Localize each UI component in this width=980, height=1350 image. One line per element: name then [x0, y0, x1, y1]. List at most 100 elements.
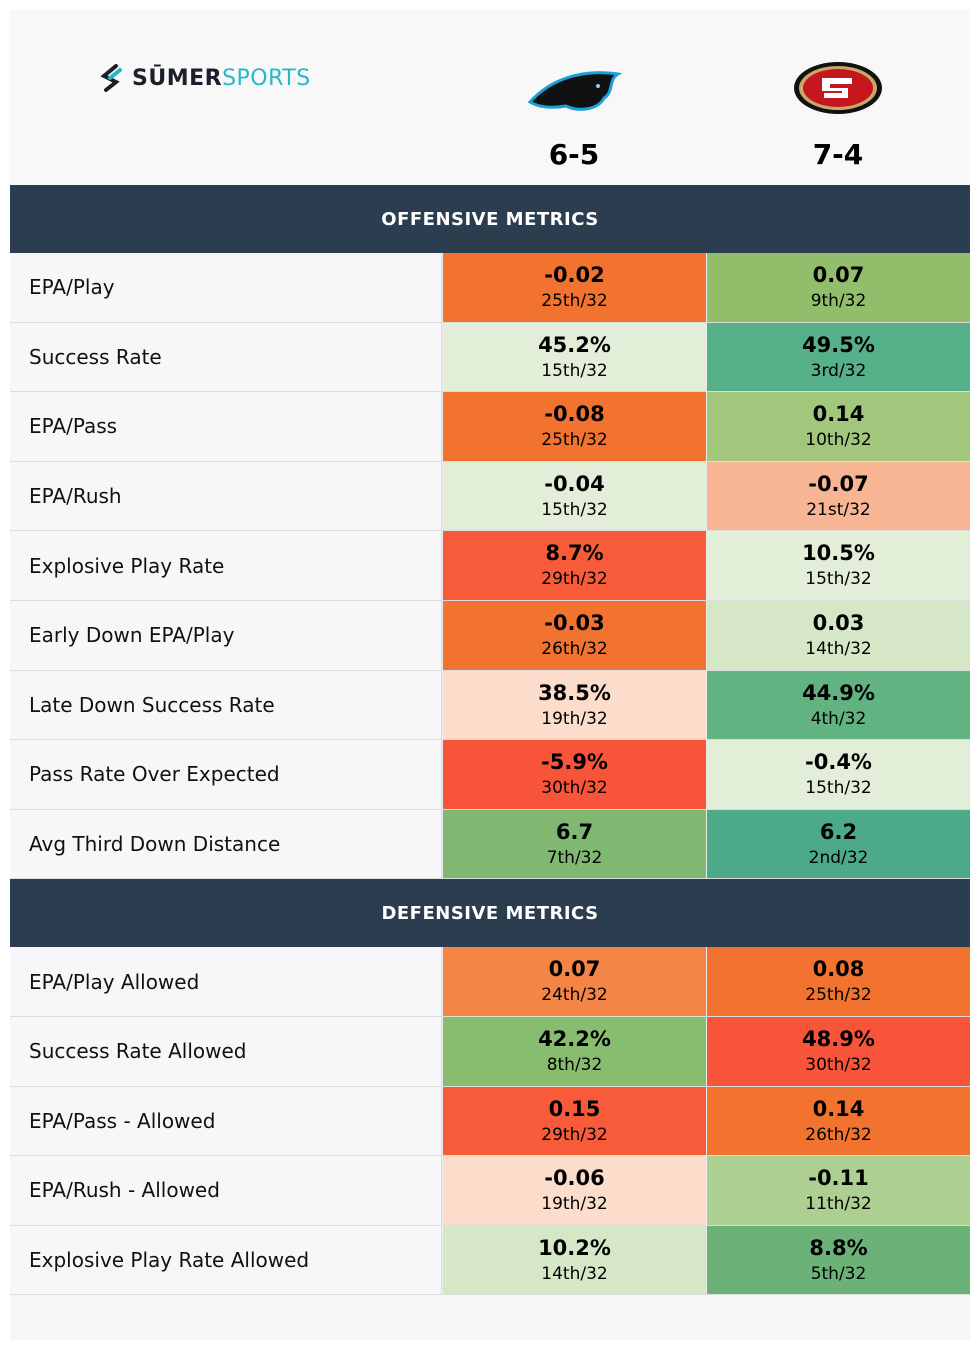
brand: SŪMERSPORTS — [132, 66, 311, 91]
metric-cell: 48.9% 30th/32 — [706, 1017, 970, 1087]
metric-rank: 5th/32 — [810, 1263, 867, 1284]
metric-rank: 24th/32 — [541, 985, 608, 1006]
metric-value: 8.8% — [809, 1235, 868, 1260]
metric-cell: -0.4% 15th/32 — [706, 740, 970, 810]
metric-rank: 15th/32 — [541, 499, 608, 520]
metric-value: 6.7 — [555, 819, 594, 844]
metric-value: 0.07 — [812, 263, 865, 287]
team-record: 7-4 — [812, 138, 864, 171]
metric-value: 44.9% — [802, 680, 875, 705]
metric-rank: 26th/32 — [805, 1124, 872, 1145]
team-logo — [794, 62, 882, 114]
metric-value: 10.2% — [538, 1235, 611, 1260]
metric-rank: 21st/32 — [806, 499, 871, 520]
metric-cell: -0.02 25th/32 — [442, 253, 706, 323]
metric-cell: 8.8% 5th/32 — [706, 1225, 970, 1296]
metric-rank: 3rd/32 — [810, 360, 867, 381]
section-header: DEFENSIVE METRICS — [10, 879, 970, 948]
metric-rank: 14th/32 — [805, 639, 872, 659]
metric-cell: -0.11 11th/32 — [706, 1156, 970, 1226]
metric-value: 10.5% — [802, 541, 875, 566]
metric-value: -0.08 — [544, 402, 605, 427]
metric-cell: 45.2% 15th/32 — [442, 322, 706, 393]
metric-cell: 0.15 29th/32 — [442, 1086, 706, 1157]
metric-cell: -0.08 25th/32 — [442, 392, 706, 462]
metric-cell: 6.7 7th/32 — [442, 809, 706, 880]
metric-rank: 4th/32 — [810, 708, 867, 729]
metric-cell: 49.5% 3rd/32 — [706, 322, 970, 393]
metric-value: 48.9% — [802, 1027, 875, 1051]
metric-cell: -0.03 26th/32 — [442, 601, 706, 671]
metric-label: EPA/Rush - Allowed — [10, 1156, 442, 1226]
metric-rank: 2nd/32 — [808, 847, 869, 868]
metric-value: 0.14 — [812, 1096, 865, 1121]
metric-cell: 0.07 24th/32 — [442, 947, 706, 1017]
metric-rank: 25th/32 — [541, 291, 608, 311]
metric-label: EPA/Rush — [10, 461, 442, 532]
metric-rank: 8th/32 — [546, 1055, 603, 1075]
metric-cell: -0.07 21st/32 — [706, 461, 970, 532]
section-header: OFFENSIVE METRICS — [10, 185, 970, 253]
metric-value: -0.11 — [808, 1166, 869, 1191]
metric-rank: 29th/32 — [541, 569, 608, 590]
metric-label: EPA/Pass — [10, 392, 442, 462]
metric-cell: -5.9% 30th/32 — [442, 740, 706, 810]
metric-label: Late Down Success Rate — [10, 670, 442, 741]
metric-value: -0.07 — [808, 471, 869, 496]
metric-value: -0.4% — [805, 750, 872, 775]
metric-cell: 0.07 9th/32 — [706, 253, 970, 323]
metric-value: -5.9% — [541, 750, 608, 775]
metric-value: 49.5% — [802, 332, 875, 357]
team-logo — [528, 71, 622, 111]
metric-value: 0.03 — [812, 611, 865, 635]
metric-value: 38.5% — [538, 680, 611, 705]
metric-cell: 0.03 14th/32 — [706, 601, 970, 671]
metric-cell: 0.08 25th/32 — [706, 947, 970, 1017]
metric-label: Avg Third Down Distance — [10, 809, 442, 880]
metric-rank: 25th/32 — [805, 985, 872, 1006]
metric-cell: -0.04 15th/32 — [442, 461, 706, 532]
metric-cell: 0.14 26th/32 — [706, 1086, 970, 1157]
header: SŪMERSPORTS 6-5 7-4 — [10, 10, 970, 185]
metric-rank: 15th/32 — [805, 778, 872, 799]
metric-label: Success Rate Allowed — [10, 1017, 442, 1087]
metric-value: 6.2 — [819, 819, 858, 844]
metric-cell: 42.2% 8th/32 — [442, 1017, 706, 1087]
metric-cell: 0.14 10th/32 — [706, 392, 970, 462]
stats-card: SŪMERSPORTS 6-5 7-4 OFFENSIVE METRICS EPA… — [10, 10, 970, 1340]
metric-value: 0.14 — [812, 402, 865, 427]
metric-label: Early Down EPA/Play — [10, 601, 442, 671]
metric-rank: 9th/32 — [810, 291, 867, 311]
metric-rank: 14th/32 — [541, 1263, 608, 1284]
metric-rank: 10th/32 — [805, 430, 872, 451]
metric-rank: 19th/32 — [541, 1194, 608, 1215]
metric-value: 8.7% — [545, 541, 604, 566]
metric-rank: 30th/32 — [805, 1055, 872, 1075]
metric-value: -0.04 — [544, 471, 605, 496]
metric-rank: 19th/32 — [541, 708, 608, 729]
metric-label: Success Rate — [10, 322, 442, 393]
metric-rank: 25th/32 — [541, 430, 608, 451]
metric-value: -0.02 — [544, 263, 605, 287]
metric-value: 0.07 — [548, 957, 601, 982]
metric-value: -0.03 — [544, 611, 605, 635]
team-record: 6-5 — [548, 138, 600, 171]
metric-value: 42.2% — [538, 1027, 611, 1051]
metric-label: EPA/Pass - Allowed — [10, 1086, 442, 1157]
metric-label: Explosive Play Rate Allowed — [10, 1225, 442, 1296]
brand-icon — [100, 64, 122, 92]
metric-rank: 15th/32 — [805, 569, 872, 590]
metric-value: 0.08 — [812, 957, 865, 982]
metric-rank: 15th/32 — [541, 360, 608, 381]
metric-value: 45.2% — [538, 332, 611, 357]
metric-rank: 26th/32 — [541, 639, 608, 659]
metric-cell: 8.7% 29th/32 — [442, 531, 706, 601]
metric-label: Pass Rate Over Expected — [10, 740, 442, 810]
metric-value: -0.06 — [544, 1166, 605, 1191]
metric-rank: 30th/32 — [541, 778, 608, 799]
metric-label: EPA/Play Allowed — [10, 947, 442, 1017]
metric-cell: 44.9% 4th/32 — [706, 670, 970, 741]
metric-rank: 7th/32 — [546, 847, 603, 868]
metric-cell: 6.2 2nd/32 — [706, 809, 970, 880]
metric-value: 0.15 — [548, 1096, 601, 1121]
